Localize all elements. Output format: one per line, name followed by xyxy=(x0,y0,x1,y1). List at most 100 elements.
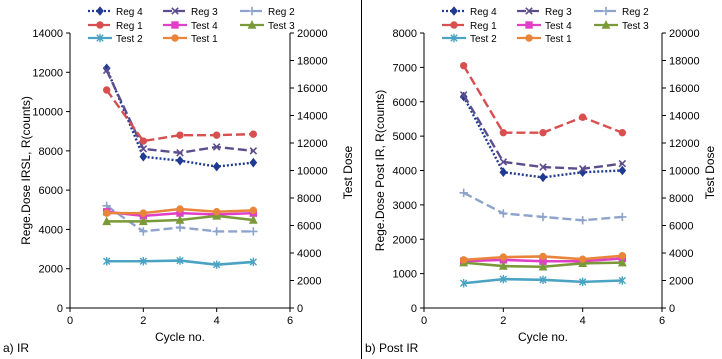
data-point xyxy=(618,159,627,168)
data-point xyxy=(139,209,148,217)
series-test-1 xyxy=(459,252,627,264)
panel-label: b) Post IR xyxy=(365,341,419,355)
y-tick-label: 0 xyxy=(411,303,417,315)
data-point xyxy=(539,128,547,137)
data-point xyxy=(175,223,185,232)
x-axis-title: Cycle no. xyxy=(518,330,568,344)
legend-marker xyxy=(171,21,179,29)
data-point xyxy=(138,216,148,226)
data-point xyxy=(176,155,184,166)
data-point xyxy=(212,131,221,139)
data-point xyxy=(212,210,222,220)
legend-marker xyxy=(96,33,104,43)
data-point xyxy=(139,151,148,162)
y2-tick-label: 8000 xyxy=(297,193,321,205)
y-tick-label: 5000 xyxy=(393,131,417,143)
series-reg-4 xyxy=(102,63,258,172)
legend-item: Reg 4 xyxy=(88,6,143,18)
x-tick-label: 4 xyxy=(214,315,220,327)
series-reg-2 xyxy=(102,201,258,236)
data-point xyxy=(539,172,547,183)
y2-tick-label: 6000 xyxy=(297,221,321,233)
legend-label: Test 2 xyxy=(116,34,143,45)
x-tick-label: 4 xyxy=(580,315,586,327)
series-test-3 xyxy=(102,210,258,226)
data-point xyxy=(499,253,508,261)
data-point xyxy=(499,167,508,178)
legend-label: Reg 2 xyxy=(268,7,295,18)
y-tick-label: 2000 xyxy=(39,264,63,276)
legend-label: Reg 4 xyxy=(116,7,143,18)
legend-marker xyxy=(450,6,458,16)
series-test-2 xyxy=(459,274,627,288)
legend-label: Test 2 xyxy=(470,34,497,45)
y2-tick-label: 14000 xyxy=(297,111,328,123)
legend-label: Reg 4 xyxy=(470,7,497,18)
series-reg-3 xyxy=(459,91,627,173)
legend-marker xyxy=(247,6,257,16)
y2-tick-label: 6000 xyxy=(669,221,693,233)
y2-tick-label: 12000 xyxy=(297,138,328,150)
legend-item: Reg 2 xyxy=(594,6,649,18)
data-point xyxy=(139,145,148,153)
data-point xyxy=(212,208,221,216)
legend-label: Test 4 xyxy=(191,21,218,32)
legend-label: Test 1 xyxy=(545,34,572,45)
legend-marker xyxy=(450,33,458,43)
x-tick-label: 0 xyxy=(421,315,427,327)
series-test-2 xyxy=(102,256,258,269)
series-reg-1 xyxy=(459,61,627,137)
data-point xyxy=(499,274,508,284)
data-point xyxy=(102,86,111,94)
data-point xyxy=(499,209,508,218)
data-point xyxy=(102,66,111,75)
legend: Reg 4 Reg 3 Reg 2 Reg 1 Test 4 Test 3 Test 2 Te… xyxy=(442,6,649,45)
legend-marker xyxy=(171,7,179,15)
series-reg-4 xyxy=(459,91,627,183)
data-point xyxy=(176,149,184,157)
data-point xyxy=(248,215,258,224)
legend-marker xyxy=(171,34,179,42)
data-point xyxy=(578,258,588,268)
x-tick-label: 2 xyxy=(140,315,146,327)
y2-tick-label: 4000 xyxy=(297,248,321,260)
legend-item: Reg 4 xyxy=(442,6,497,18)
y2-tick-label: 20000 xyxy=(297,28,328,40)
y-tick-label: 4000 xyxy=(393,166,417,178)
series-reg-1 xyxy=(102,86,258,145)
data-point xyxy=(459,256,468,264)
legend-marker xyxy=(96,6,104,16)
data-point xyxy=(578,165,587,173)
x-tick-label: 6 xyxy=(287,315,293,327)
legend-label: Reg 1 xyxy=(470,21,497,32)
y2-tick-label: 16000 xyxy=(297,83,328,95)
data-point xyxy=(102,257,111,266)
legend-label: Test 3 xyxy=(622,21,649,32)
data-point xyxy=(539,163,547,171)
legend-label: Reg 3 xyxy=(191,7,218,18)
legend-label: Reg 2 xyxy=(622,7,649,18)
y2-tick-label: 0 xyxy=(669,303,675,315)
legend-marker xyxy=(525,7,533,15)
y2-tick-label: 4000 xyxy=(669,248,693,260)
data-point xyxy=(618,212,627,222)
legend-item: Test 2 xyxy=(442,33,497,45)
y2-tick-label: 0 xyxy=(297,303,303,315)
data-point xyxy=(249,257,258,267)
data-point xyxy=(618,165,627,176)
y2-tick-label: 12000 xyxy=(669,138,700,150)
legend-item: Test 4 xyxy=(517,21,572,32)
data-point xyxy=(212,143,221,151)
y-tick-label: 6000 xyxy=(393,97,417,109)
data-point xyxy=(139,137,148,145)
legend-label: Reg 1 xyxy=(116,21,143,32)
data-point xyxy=(459,91,468,99)
data-point xyxy=(538,212,548,222)
x-axis-title: Cycle no. xyxy=(155,330,205,344)
data-point xyxy=(249,130,258,138)
legend: Reg 4 Reg 3 Reg 2 Reg 1 Test 4 Test 3 Test 2 Te… xyxy=(88,6,295,45)
y-tick-label: 8000 xyxy=(393,28,417,40)
y2-tick-label: 18000 xyxy=(297,56,328,68)
y-tick-label: 14000 xyxy=(32,28,63,40)
